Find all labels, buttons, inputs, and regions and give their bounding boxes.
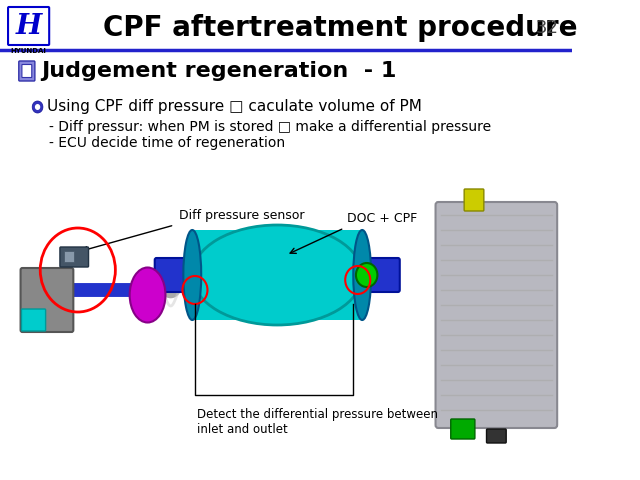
- Ellipse shape: [353, 230, 371, 320]
- FancyBboxPatch shape: [436, 202, 557, 428]
- FancyBboxPatch shape: [26, 274, 45, 291]
- FancyBboxPatch shape: [64, 251, 74, 262]
- FancyBboxPatch shape: [22, 309, 45, 331]
- Text: CPF aftertreatment procedure: CPF aftertreatment procedure: [103, 14, 577, 42]
- Text: 32: 32: [536, 19, 559, 37]
- Text: Detect the differential pressure between
inlet and outlet: Detect the differential pressure between…: [196, 408, 438, 436]
- Ellipse shape: [192, 225, 362, 325]
- FancyBboxPatch shape: [356, 258, 400, 292]
- FancyBboxPatch shape: [8, 7, 49, 45]
- Ellipse shape: [183, 230, 201, 320]
- Text: H: H: [15, 12, 42, 39]
- Bar: [192, 230, 362, 320]
- Text: - ECU decide time of regeneration: - ECU decide time of regeneration: [49, 136, 285, 150]
- FancyBboxPatch shape: [60, 247, 88, 267]
- FancyBboxPatch shape: [20, 268, 74, 332]
- Text: HYUNDAI: HYUNDAI: [11, 48, 47, 54]
- FancyBboxPatch shape: [155, 258, 198, 292]
- Text: Judgement regeneration  - 1: Judgement regeneration - 1: [41, 61, 397, 81]
- FancyBboxPatch shape: [19, 61, 35, 81]
- FancyBboxPatch shape: [22, 64, 32, 77]
- Text: - Diff pressur: when PM is stored □ make a differential pressure: - Diff pressur: when PM is stored □ make…: [49, 120, 492, 134]
- FancyBboxPatch shape: [451, 419, 475, 439]
- Text: Using CPF diff pressure □ caculate volume of PM: Using CPF diff pressure □ caculate volum…: [47, 99, 422, 115]
- Ellipse shape: [130, 267, 166, 323]
- Circle shape: [32, 101, 43, 113]
- Text: DOC + CPF: DOC + CPF: [347, 212, 417, 225]
- Circle shape: [356, 263, 378, 287]
- FancyBboxPatch shape: [464, 189, 484, 211]
- Circle shape: [35, 104, 40, 110]
- FancyBboxPatch shape: [486, 429, 506, 443]
- Text: Diff pressure sensor: Diff pressure sensor: [179, 209, 305, 222]
